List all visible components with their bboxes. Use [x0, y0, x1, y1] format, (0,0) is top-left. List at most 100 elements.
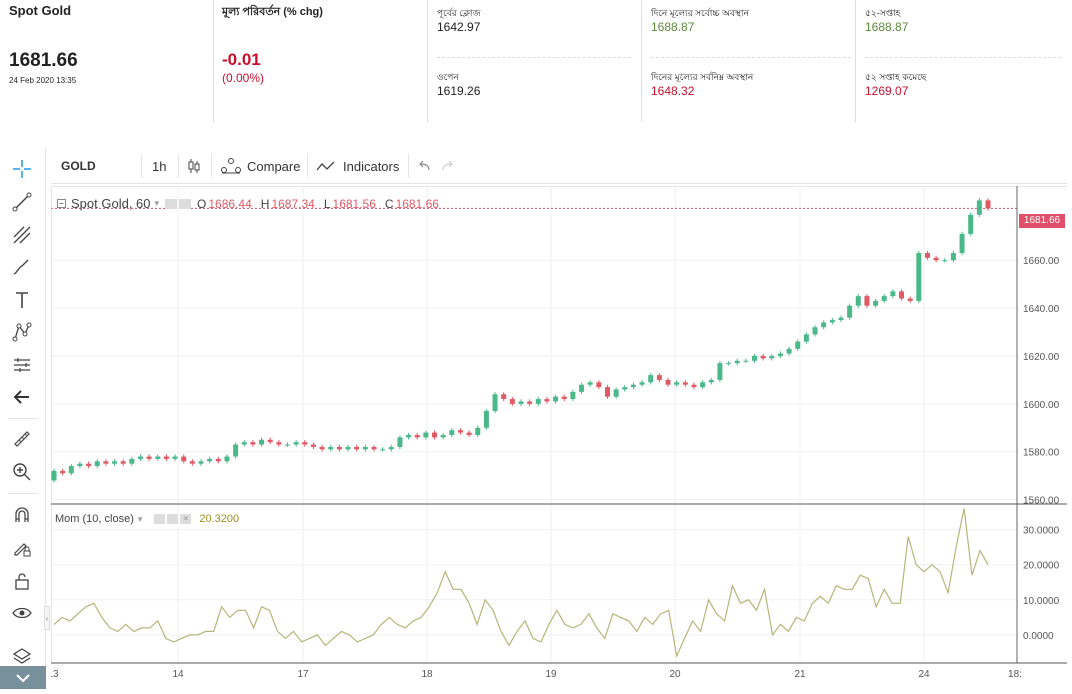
candle-body	[215, 458, 221, 462]
series-title[interactable]: Spot Gold, 60	[71, 196, 151, 211]
quote-timestamp: 24 Feb 2020 13:35	[9, 76, 77, 85]
candle-body	[933, 257, 939, 261]
candle-body	[233, 444, 239, 457]
chevron-down-icon[interactable]	[0, 666, 46, 689]
candle-body	[112, 461, 118, 464]
candle-body	[570, 391, 576, 400]
week52-high-value: 1688.87	[865, 20, 909, 34]
candle-body	[440, 434, 446, 438]
unlock-icon[interactable]	[9, 568, 35, 594]
y-tick-label: 0.0000	[1023, 631, 1054, 642]
text-icon[interactable]	[9, 287, 35, 313]
candle-body	[786, 348, 792, 354]
collapse-legend-icon[interactable]: −	[57, 199, 66, 208]
candle-body	[172, 456, 178, 459]
day-low-value: 1648.32	[651, 84, 695, 98]
interval-selector[interactable]: 1h	[152, 158, 167, 174]
zoom-in-icon[interactable]	[9, 459, 35, 485]
back-arrow-icon[interactable]	[9, 384, 35, 410]
last-price-tag: 1681.66	[1019, 214, 1065, 228]
undo-icon[interactable]	[417, 148, 431, 184]
candle-body	[345, 446, 351, 450]
x-tick-label: 13	[51, 669, 59, 680]
divider	[855, 0, 856, 122]
candle-body	[267, 439, 273, 443]
candle-body	[890, 291, 896, 297]
measure-icon[interactable]	[9, 352, 35, 378]
low-value: 1681.56	[332, 196, 376, 211]
candle-body	[483, 411, 489, 428]
candle-body	[146, 456, 152, 459]
candle-body	[942, 260, 948, 262]
symbol-search[interactable]: GOLD	[61, 159, 96, 173]
series-menu-chevron-icon[interactable]: ▾	[154, 198, 160, 208]
candle-body	[302, 442, 308, 445]
candle-body	[579, 384, 585, 392]
candle-body	[717, 363, 723, 380]
indicator-title[interactable]: Mom (10, close)	[55, 513, 134, 525]
candle-body	[103, 461, 109, 464]
candle-body	[604, 387, 610, 397]
candle-body	[596, 382, 602, 388]
candle-body	[362, 446, 368, 450]
candle-body	[587, 382, 593, 385]
indicators-button[interactable]: Indicators	[316, 148, 399, 184]
candle-body	[414, 434, 420, 438]
layers-icon[interactable]	[9, 643, 35, 669]
brush-icon[interactable]	[9, 254, 35, 280]
candle-body	[777, 353, 783, 356]
lock-draw-icon[interactable]	[9, 535, 35, 561]
candle-body	[821, 322, 827, 328]
candle-body	[864, 296, 870, 306]
indicator-settings-icon[interactable]	[167, 514, 179, 524]
day-range-block: দিনে মূল্যের সর্বোচ্চ অবস্থান 1688.87 দি…	[651, 0, 851, 124]
candle-body	[734, 360, 740, 364]
redo-icon[interactable]	[441, 148, 455, 184]
candle-body	[708, 379, 714, 383]
candle-body	[77, 463, 83, 467]
high-label: H	[260, 196, 270, 211]
candle-body	[760, 355, 766, 359]
candle-body	[691, 384, 697, 388]
visibility-toggle-icon[interactable]	[165, 198, 178, 209]
candle-body	[838, 317, 844, 321]
candle-body	[509, 399, 515, 404]
candle-body	[163, 456, 169, 459]
y-tick-label: 10.0000	[1023, 596, 1060, 607]
ruler-icon[interactable]	[9, 426, 35, 452]
candle-body	[553, 396, 559, 402]
trend-line-icon[interactable]	[9, 189, 35, 215]
pattern-icon[interactable]	[9, 319, 35, 345]
crosshair-icon[interactable]	[9, 156, 35, 182]
candle-body	[181, 456, 187, 462]
collapse-toolbar-handle[interactable]: ‹	[44, 606, 50, 630]
compare-button[interactable]: Compare	[220, 148, 300, 184]
candle-body	[829, 320, 835, 323]
candle-style-icon[interactable]	[186, 148, 202, 184]
week52-block: ৫২-সপ্তাহ 1688.87 ৫২ সপ্তাহ কমেছে 1269.0…	[865, 0, 1065, 124]
settings-icon[interactable]	[179, 198, 192, 209]
candle-body	[336, 446, 342, 450]
candle-body	[432, 432, 438, 438]
indicator-menu-chevron-icon[interactable]: ▾	[137, 513, 143, 524]
open-label: ওপেন	[437, 72, 459, 82]
price-chart[interactable]: 13 14 17 18 19 20 21 24 18: 1560.00 1580.00 1600.00…	[47, 185, 1067, 689]
pitchfork-icon[interactable]	[9, 222, 35, 248]
magnet-icon[interactable]	[9, 502, 35, 528]
chart-area[interactable]: 13 14 17 18 19 20 21 24 18: 1560.00 1580.00 1600.00…	[47, 185, 1067, 689]
candle-body	[527, 401, 533, 404]
candle-body	[803, 334, 809, 342]
candle-body	[613, 389, 619, 397]
eye-icon[interactable]	[9, 600, 35, 626]
indicator-remove-icon[interactable]: ×	[180, 514, 192, 524]
candle-body	[639, 382, 645, 385]
indicator-visibility-icon[interactable]	[154, 514, 166, 524]
open-value: 1686.44	[208, 196, 252, 211]
dashed-divider	[651, 57, 851, 58]
candle-body	[86, 463, 92, 467]
candle-body	[207, 458, 213, 462]
divider	[178, 154, 179, 178]
divider	[408, 154, 409, 178]
candle-body	[466, 432, 472, 435]
change-block: মূল্য পরিবর্তন (% chg) -0.01 (0.00%)	[222, 0, 422, 124]
